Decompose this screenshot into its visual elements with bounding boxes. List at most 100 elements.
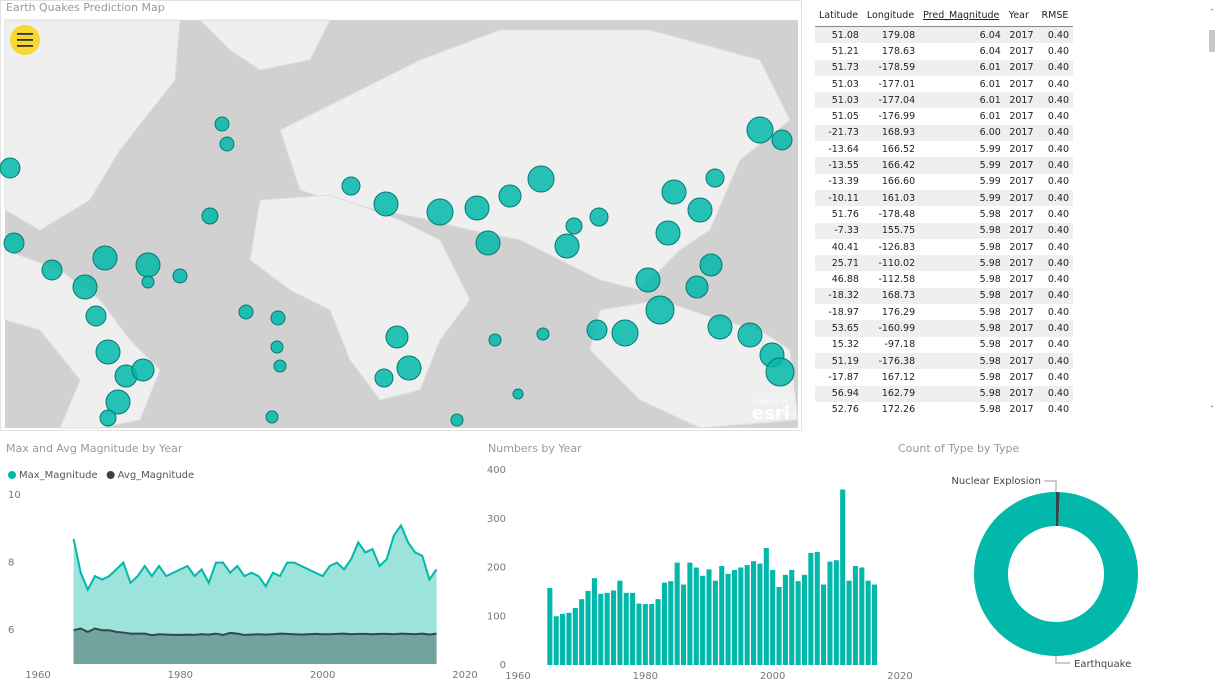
land — [4, 19, 799, 429]
chart-title: Numbers by Year — [488, 442, 582, 455]
table-cell: 6.01 — [979, 111, 1001, 123]
legend-marker — [106, 471, 115, 479]
bar — [668, 581, 674, 665]
table-scrollbar[interactable]: ⌃ ⌄ — [1209, 8, 1216, 410]
table-cell: 15.32 — [831, 339, 859, 351]
x-tick-label: 2020 — [887, 671, 912, 682]
column-header: Year — [1004, 4, 1038, 27]
column-header: Latitude — [815, 4, 863, 27]
table-cell: -160.99 — [862, 320, 920, 337]
table-row: 46.88 -112.58 5.98 2017 0.40 — [815, 271, 1073, 287]
bar — [827, 561, 833, 665]
table-cell: 166.42 — [862, 157, 920, 174]
bar — [846, 580, 852, 665]
table-cell: 5.98 — [979, 208, 1001, 220]
bar — [661, 582, 667, 665]
table-cell: 56.94 — [815, 385, 863, 402]
esri-logo: POWERED BY esri — [752, 400, 790, 425]
table-cell: 51.05 — [831, 111, 859, 123]
bar — [795, 581, 801, 665]
table-cell: 5.98 — [979, 306, 1001, 318]
bar — [738, 567, 744, 665]
bar — [833, 560, 839, 665]
table-cell: 6.04 — [979, 45, 1001, 57]
table-cell: 5.98 — [979, 241, 1001, 253]
donut-slice — [974, 492, 1139, 656]
svg-text:⌄: ⌄ — [1209, 401, 1216, 410]
table-row: 15.32 -97.18 5.98 2017 0.40 — [815, 337, 1073, 353]
table-cell: 172.26 — [881, 404, 916, 416]
table-cell: 6.01 — [919, 59, 1005, 76]
table-cell: 161.03 — [862, 189, 920, 207]
table-cell: -110.02 — [862, 255, 920, 272]
table-cell: 0.40 — [1047, 339, 1069, 351]
table-cell: 2017 — [1009, 176, 1034, 188]
table-cell: 2017 — [1004, 189, 1038, 207]
table-cell: 52.76 — [831, 404, 859, 416]
y-tick-label: 0 — [500, 660, 506, 671]
bar — [617, 580, 623, 665]
header-row: Latitude Longitude Pred_Magnitude Year RMSE — [815, 4, 1073, 27]
table-row: -10.11 161.03 5.99 2017 0.40 — [815, 189, 1073, 207]
slice-label: Nuclear Explosion — [951, 476, 1041, 487]
bar — [731, 569, 738, 665]
table-row: 51.05 -176.99 6.01 2017 0.40 — [815, 108, 1073, 124]
x-tick-label: 2000 — [760, 671, 785, 682]
table-cell: 2017 — [1009, 371, 1034, 383]
bar — [623, 592, 629, 665]
table-cell: 5.99 — [919, 157, 1005, 174]
bar — [655, 599, 661, 665]
table-cell: 166.60 — [881, 176, 916, 188]
table-cell: -178.59 — [862, 59, 920, 76]
bar — [553, 616, 559, 665]
table-cell: 0.40 — [1037, 255, 1073, 272]
bar — [859, 567, 865, 665]
table-cell: -177.01 — [878, 78, 916, 90]
table-cell: 5.98 — [919, 255, 1005, 272]
column-header: Pred_Magnitude — [919, 4, 1005, 27]
table-cell: 2017 — [1009, 306, 1034, 318]
y-tick-label: 300 — [487, 514, 506, 525]
menu-button[interactable] — [10, 25, 40, 55]
bar — [757, 563, 763, 665]
map[interactable]: POWERED BY esri — [0, 19, 799, 429]
data-table: Latitude Longitude Pred_Magnitude Year RMSE 5… — [815, 4, 1077, 428]
table-cell: 2017 — [1004, 92, 1038, 109]
table-cell: 6.00 — [919, 124, 1005, 142]
bar — [598, 593, 604, 665]
table-cell: 5.98 — [919, 320, 1005, 337]
table-cell: 2017 — [1009, 241, 1034, 253]
chart-title: Count of Type by Type — [898, 442, 1020, 455]
table-cell: -177.04 — [862, 92, 920, 109]
bar — [579, 599, 585, 665]
logo: esri — [752, 403, 790, 424]
table-cell: -21.73 — [815, 124, 863, 142]
table-cell: 2017 — [1004, 222, 1038, 239]
table-row: -21.73 168.93 6.00 2017 0.40 — [815, 124, 1073, 142]
bar — [751, 561, 757, 665]
line — [72, 523, 438, 592]
table-cell: 2017 — [1009, 404, 1034, 416]
table-row: 56.94 162.79 5.98 2017 0.40 — [815, 385, 1073, 402]
bar — [693, 567, 699, 665]
table-row: 51.21 178.63 6.04 2017 0.40 — [815, 43, 1073, 59]
legend-marker — [8, 471, 16, 479]
table-cell: 51.76 — [831, 208, 859, 220]
table-cell: 0.40 — [1047, 274, 1069, 286]
table-cell: -13.39 — [828, 176, 859, 188]
column-header: Longitude — [862, 4, 920, 27]
bar — [604, 592, 610, 665]
bar — [566, 612, 572, 665]
table-cell: 2017 — [1004, 255, 1038, 272]
bar — [547, 587, 553, 665]
table-cell: 2017 — [1009, 78, 1034, 90]
table-cell: 0.40 — [1047, 306, 1069, 318]
bar — [782, 574, 788, 665]
table: Latitude Longitude Pred_Magnitude Year RMSE 5… — [815, 4, 1073, 418]
table-cell: 0.40 — [1037, 124, 1073, 142]
table-cell: 2017 — [1009, 111, 1034, 123]
table-cell: 5.99 — [979, 143, 1001, 155]
table-cell: 0.40 — [1037, 157, 1073, 174]
table-cell: 168.73 — [862, 287, 920, 305]
